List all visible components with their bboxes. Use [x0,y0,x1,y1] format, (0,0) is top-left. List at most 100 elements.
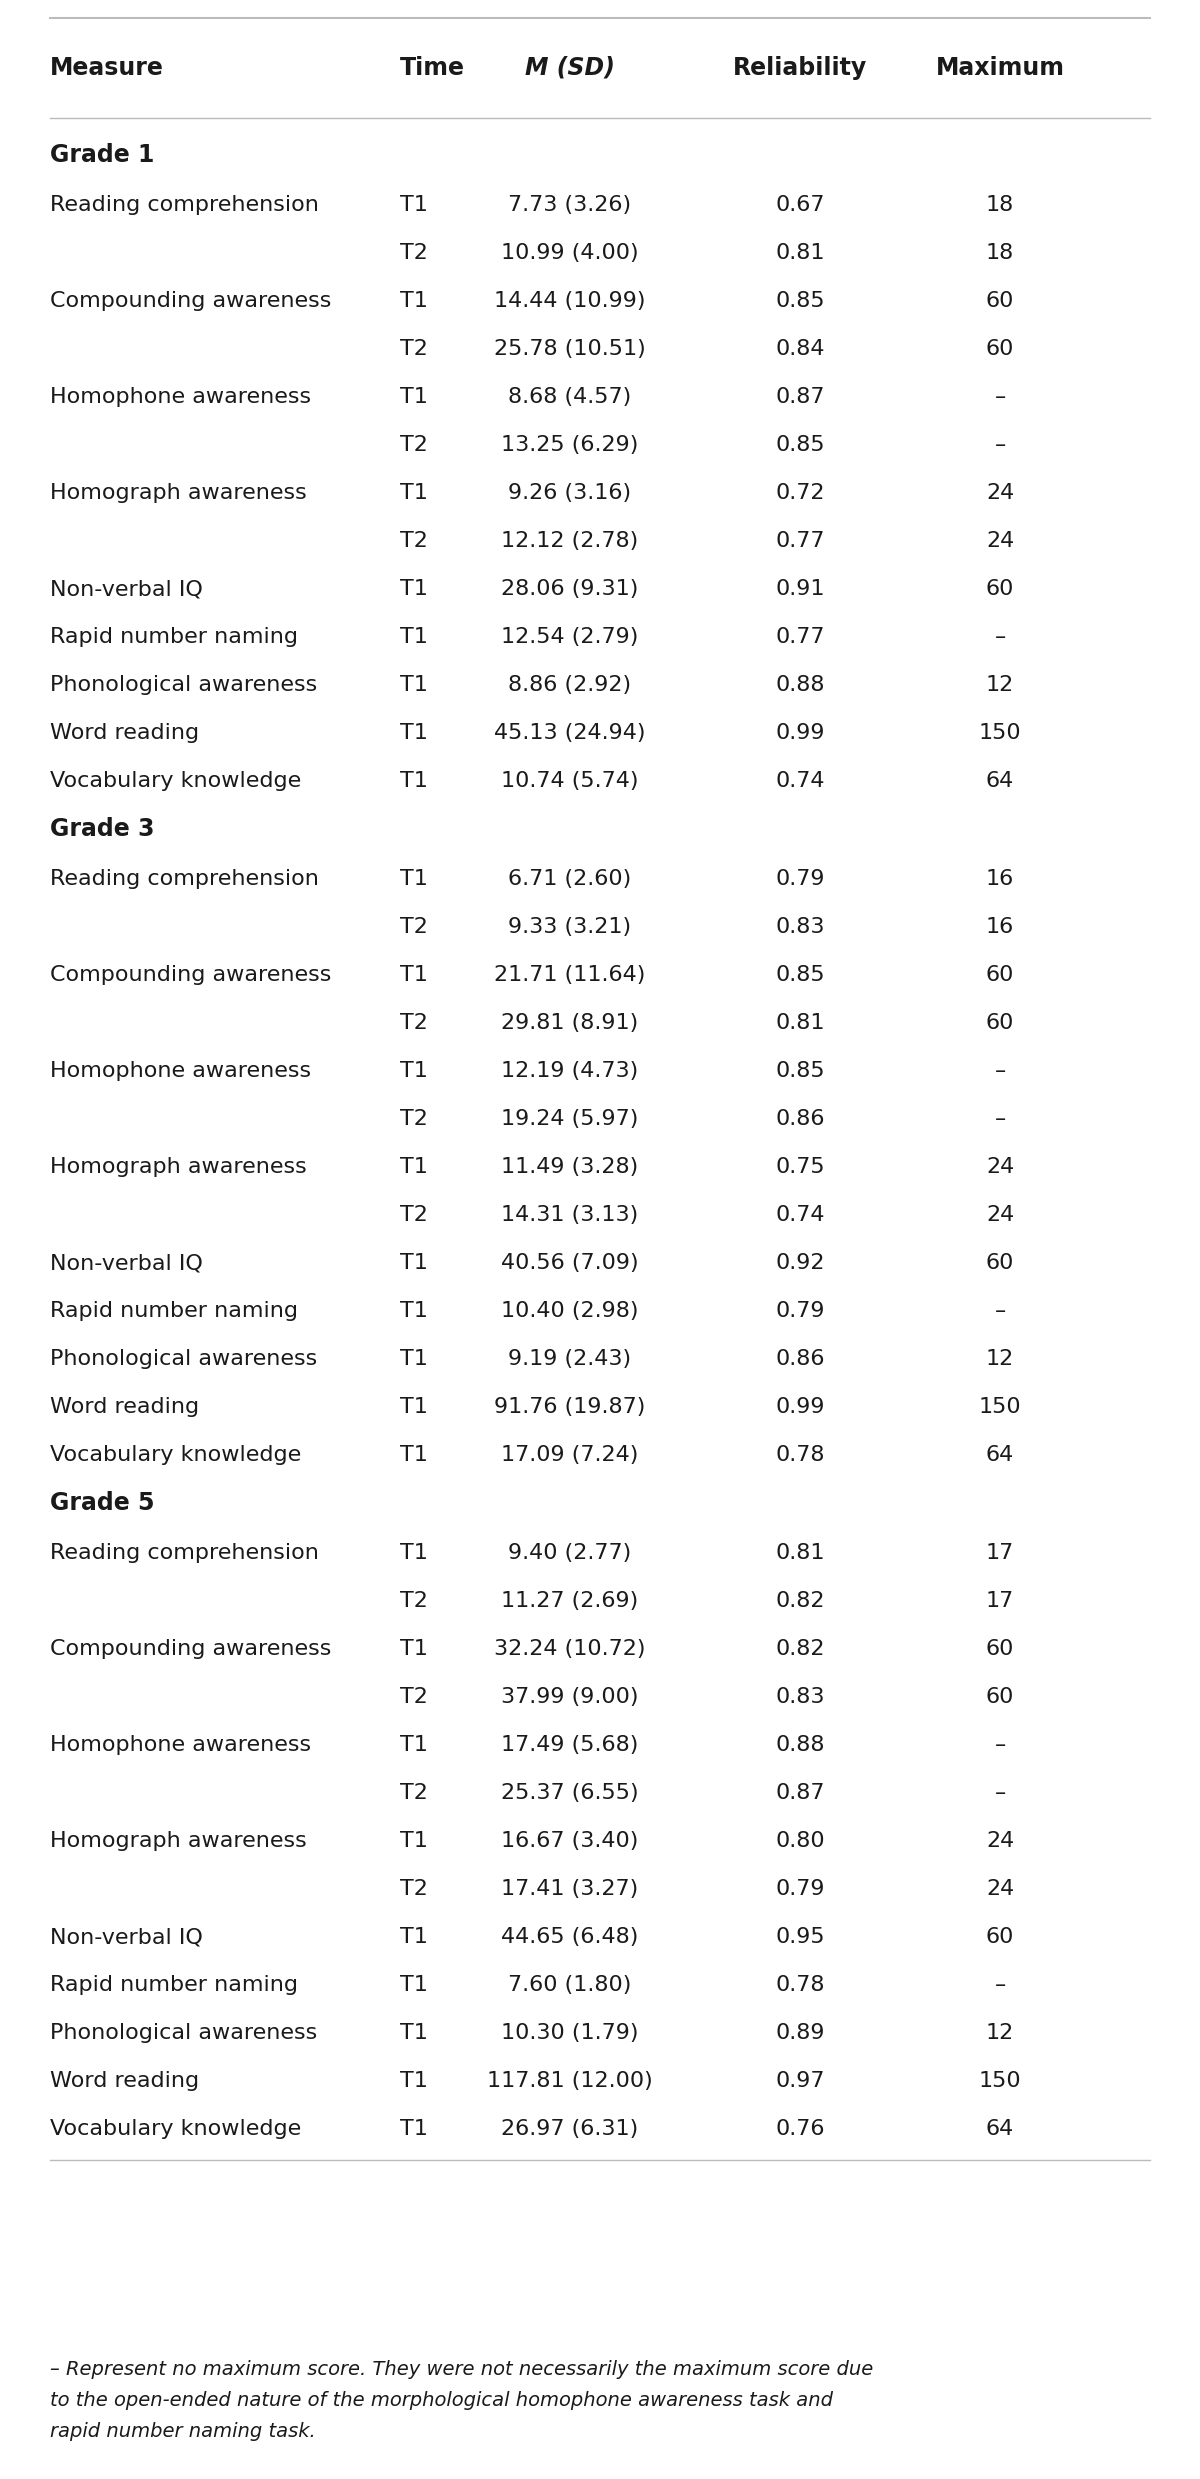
Text: 0.83: 0.83 [775,1688,824,1708]
Text: T1: T1 [400,2023,428,2043]
Text: –: – [995,627,1006,647]
Text: T1: T1 [400,387,428,407]
Text: 60: 60 [986,340,1014,359]
Text: Homophone awareness: Homophone awareness [50,1061,311,1081]
Text: 0.85: 0.85 [775,434,824,456]
Text: 0.88: 0.88 [775,1735,824,1755]
Text: 0.85: 0.85 [775,964,824,984]
Text: 12.19 (4.73): 12.19 (4.73) [502,1061,638,1081]
Text: T2: T2 [400,531,428,550]
Text: Rapid number naming: Rapid number naming [50,1301,298,1321]
Text: Grade 3: Grade 3 [50,818,155,840]
Text: 9.40 (2.77): 9.40 (2.77) [509,1542,631,1562]
Text: T1: T1 [400,196,428,216]
Text: 12.12 (2.78): 12.12 (2.78) [502,531,638,550]
Text: T1: T1 [400,1349,428,1368]
Text: 0.81: 0.81 [775,243,824,263]
Text: 17: 17 [986,1592,1014,1611]
Text: 0.79: 0.79 [775,1301,824,1321]
Text: 0.67: 0.67 [775,196,824,216]
Text: T1: T1 [400,1061,428,1081]
Text: Phonological awareness: Phonological awareness [50,2023,317,2043]
Text: 26.97 (6.31): 26.97 (6.31) [502,2120,638,2139]
Text: T2: T2 [400,1879,428,1899]
Text: Compounding awareness: Compounding awareness [50,964,331,984]
Text: T1: T1 [400,2070,428,2090]
Text: 10.30 (1.79): 10.30 (1.79) [502,2023,638,2043]
Text: 24: 24 [986,1832,1014,1852]
Text: T1: T1 [400,1639,428,1658]
Text: –: – [995,1735,1006,1755]
Text: T1: T1 [400,771,428,791]
Text: 0.89: 0.89 [775,2023,824,2043]
Text: 11.49 (3.28): 11.49 (3.28) [502,1158,638,1178]
Text: 9.26 (3.16): 9.26 (3.16) [509,483,631,503]
Text: M (SD): M (SD) [526,57,614,79]
Text: 0.97: 0.97 [775,2070,824,2090]
Text: 14.31 (3.13): 14.31 (3.13) [502,1205,638,1225]
Text: T1: T1 [400,1976,428,1996]
Text: T2: T2 [400,434,428,456]
Text: Reliability: Reliability [733,57,868,79]
Text: 16: 16 [986,917,1014,937]
Text: 0.74: 0.74 [775,771,824,791]
Text: T2: T2 [400,243,428,263]
Text: 18: 18 [986,243,1014,263]
Text: 7.60 (1.80): 7.60 (1.80) [509,1976,631,1996]
Text: 0.77: 0.77 [775,627,824,647]
Text: 28.06 (9.31): 28.06 (9.31) [502,580,638,600]
Text: 12.54 (2.79): 12.54 (2.79) [502,627,638,647]
Text: 64: 64 [986,771,1014,791]
Text: T2: T2 [400,917,428,937]
Text: 0.82: 0.82 [775,1592,824,1611]
Text: T1: T1 [400,483,428,503]
Text: T1: T1 [400,870,428,890]
Text: 0.77: 0.77 [775,531,824,550]
Text: 16.67 (3.40): 16.67 (3.40) [502,1832,638,1852]
Text: 24: 24 [986,1158,1014,1178]
Text: Non-verbal IQ: Non-verbal IQ [50,580,203,600]
Text: –: – [995,1061,1006,1081]
Text: T1: T1 [400,724,428,744]
Text: 0.88: 0.88 [775,674,824,694]
Text: T1: T1 [400,1542,428,1562]
Text: 45.13 (24.94): 45.13 (24.94) [494,724,646,744]
Text: 117.81 (12.00): 117.81 (12.00) [487,2070,653,2090]
Text: 60: 60 [986,964,1014,984]
Text: 60: 60 [986,1252,1014,1274]
Text: Homograph awareness: Homograph awareness [50,483,307,503]
Text: T2: T2 [400,1108,428,1128]
Text: 0.86: 0.86 [775,1108,824,1128]
Text: Phonological awareness: Phonological awareness [50,674,317,694]
Text: 0.85: 0.85 [775,290,824,310]
Text: Word reading: Word reading [50,1398,199,1418]
Text: 8.68 (4.57): 8.68 (4.57) [509,387,631,407]
Text: 0.91: 0.91 [775,580,824,600]
Text: Reading comprehension: Reading comprehension [50,196,319,216]
Text: 6.71 (2.60): 6.71 (2.60) [509,870,631,890]
Text: 9.19 (2.43): 9.19 (2.43) [509,1349,631,1368]
Text: T1: T1 [400,1926,428,1946]
Text: Rapid number naming: Rapid number naming [50,1976,298,1996]
Text: 150: 150 [979,724,1021,744]
Text: 37.99 (9.00): 37.99 (9.00) [502,1688,638,1708]
Text: Homophone awareness: Homophone awareness [50,387,311,407]
Text: 10.99 (4.00): 10.99 (4.00) [502,243,638,263]
Text: 19.24 (5.97): 19.24 (5.97) [502,1108,638,1128]
Text: 0.78: 0.78 [775,1976,824,1996]
Text: Rapid number naming: Rapid number naming [50,627,298,647]
Text: Grade 1: Grade 1 [50,144,155,166]
Text: 24: 24 [986,531,1014,550]
Text: Homophone awareness: Homophone awareness [50,1735,311,1755]
Text: 17: 17 [986,1542,1014,1562]
Text: T2: T2 [400,1014,428,1034]
Text: 25.78 (10.51): 25.78 (10.51) [494,340,646,359]
Text: 9.33 (3.21): 9.33 (3.21) [509,917,631,937]
Text: 40.56 (7.09): 40.56 (7.09) [502,1252,638,1274]
Text: T1: T1 [400,1735,428,1755]
Text: T1: T1 [400,2120,428,2139]
Text: Non-verbal IQ: Non-verbal IQ [50,1252,203,1274]
Text: 0.85: 0.85 [775,1061,824,1081]
Text: 16: 16 [986,870,1014,890]
Text: T2: T2 [400,1688,428,1708]
